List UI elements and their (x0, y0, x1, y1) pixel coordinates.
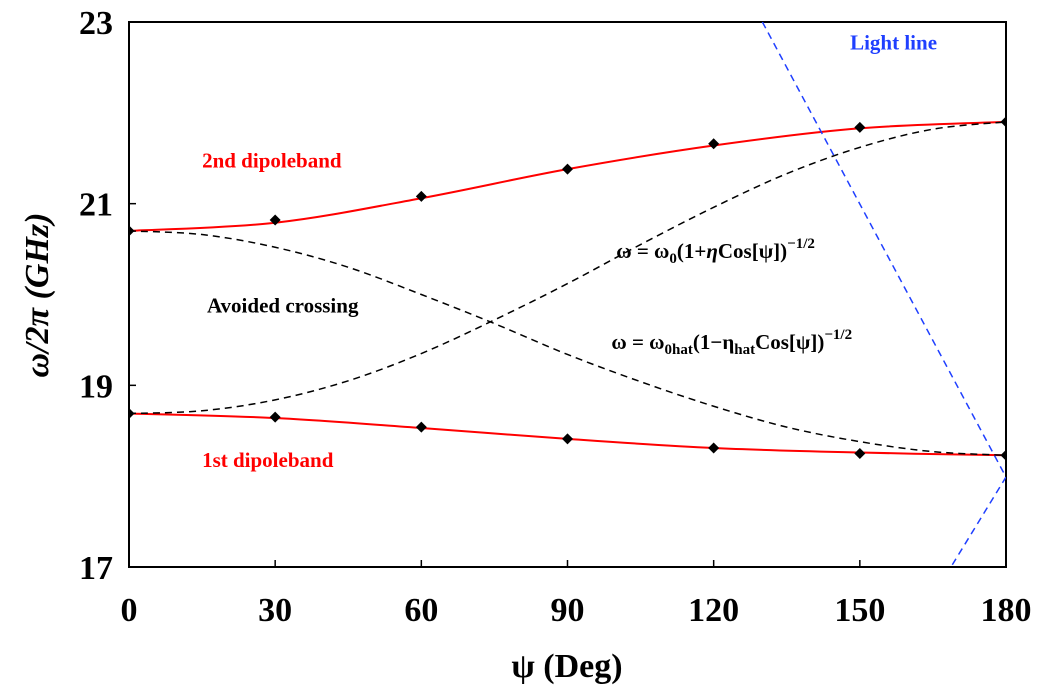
annotation-avoided-crossing: Avoided crossing (207, 294, 359, 318)
formula-1-lead: ω = ω (616, 239, 669, 263)
x-axis-title: ψ (Deg) (511, 648, 622, 685)
light-line (761, 22, 1006, 567)
annotation-2nd-dipoleband: 2nd dipoleband (202, 148, 342, 172)
data-point (562, 433, 573, 445)
formula-1-sub: 0 (669, 251, 677, 267)
data-point (708, 442, 720, 454)
x-tick-label: 60 (404, 592, 438, 629)
dashed-dispersion-curve-3 (129, 230, 1006, 457)
x-tick-label: 30 (258, 592, 292, 629)
y-axis-title: ω/2π (GHz) (19, 213, 56, 378)
x-tick-label: 120 (688, 592, 739, 629)
formula-2-tail: Cos[ψ]) (755, 330, 824, 354)
data-point (854, 121, 866, 133)
x-tick-label: 180 (981, 592, 1032, 629)
formula-1-exponent: −1/2 (787, 236, 815, 252)
data-point (1000, 116, 1006, 128)
data-point (269, 214, 281, 226)
formula-1-tail: Cos[ψ]) (718, 239, 787, 263)
data-point (854, 447, 866, 459)
annotation-1st-dipoleband: 1st dipoleband (202, 448, 334, 472)
annotation-light-line: Light line (850, 30, 937, 54)
formula-1-mid: (1+ (677, 239, 706, 263)
y-tick-label: 17 (79, 550, 113, 587)
y-tick-label: 23 (79, 5, 113, 42)
y-tick-label: 21 (79, 187, 113, 224)
formula-1: ω = ω0(1+ηCos[ψ])−1/2 (616, 236, 815, 267)
x-tick-label: 0 (121, 592, 138, 629)
x-tick-label: 90 (551, 592, 585, 629)
formula-2-mid: (1−η (693, 330, 734, 354)
band-curve-1 (129, 120, 1006, 232)
data-point (269, 411, 281, 423)
formula-2-sub2: hat (734, 342, 755, 358)
formula-2-sub: 0hat (665, 342, 693, 358)
data-point (415, 421, 427, 433)
formula-1-eta: η (706, 239, 718, 263)
data-point (708, 138, 720, 150)
data-point (1000, 449, 1006, 461)
x-tick-label: 150 (834, 592, 885, 629)
formula-2-exponent: −1/2 (824, 327, 852, 343)
data-point (562, 163, 573, 175)
dashed-dispersion-curve-2 (129, 121, 1006, 415)
formula-2: ω = ω0hat(1−ηhatCos[ψ])−1/2 (611, 327, 852, 358)
formula-2-lead: ω = ω (611, 330, 664, 354)
data-point (415, 190, 427, 202)
y-tick-label: 19 (79, 368, 113, 405)
